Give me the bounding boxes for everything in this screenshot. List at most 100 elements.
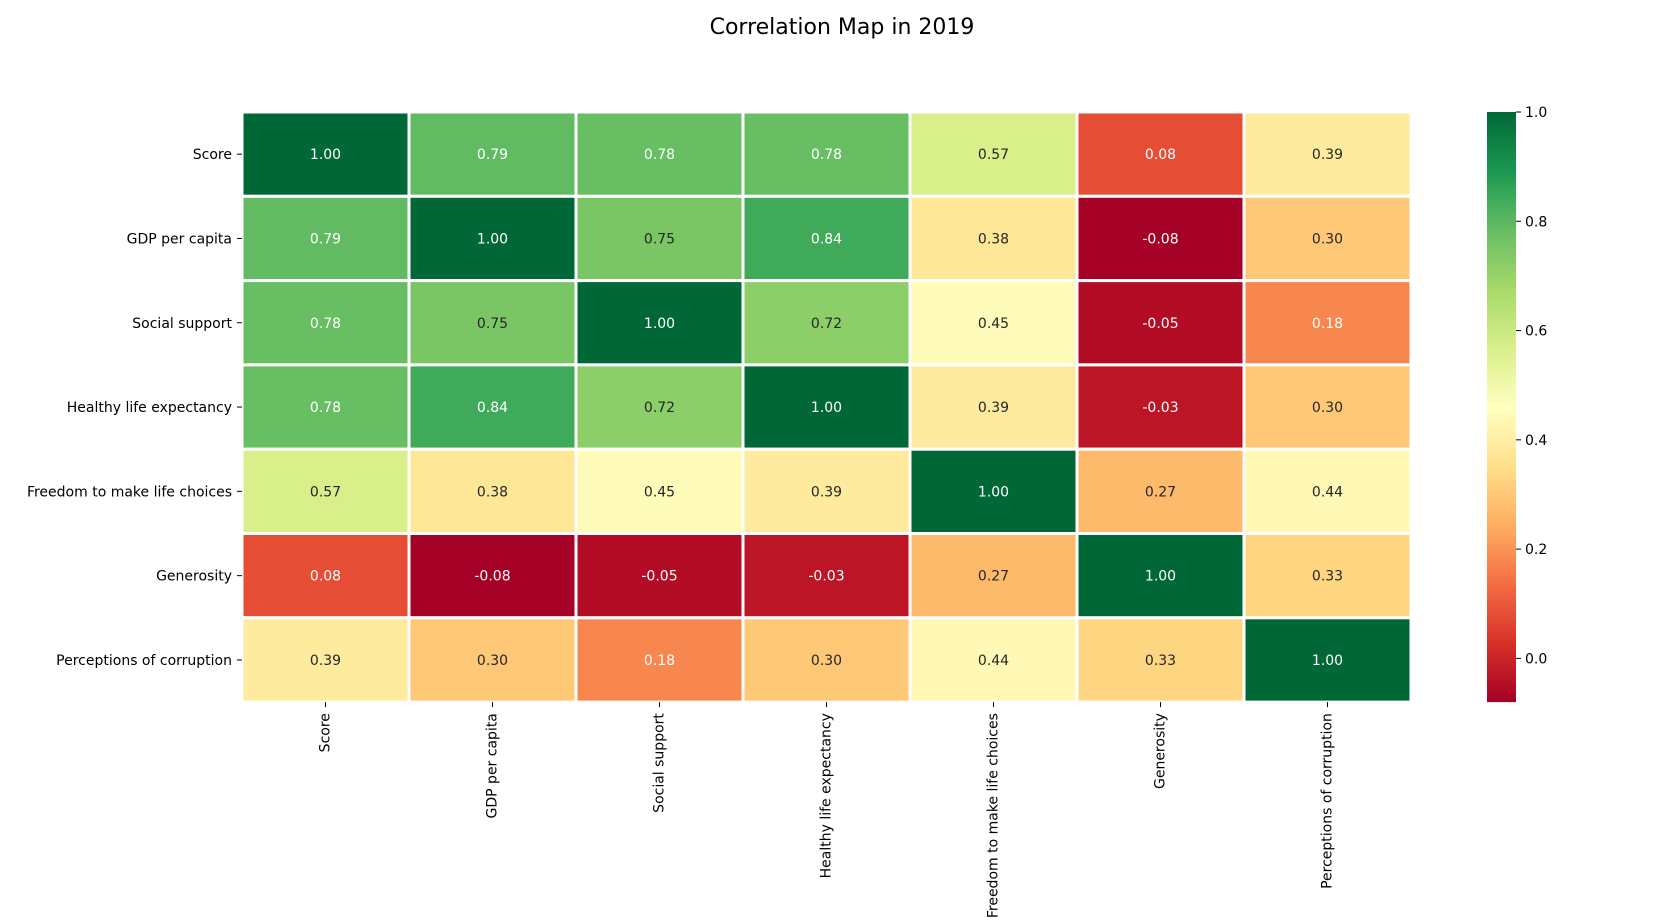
- heatmap-value-label: 0.27: [978, 569, 1009, 585]
- heatmap-value-label: 1.00: [811, 400, 842, 416]
- heatmap-value-label: 1.00: [1145, 569, 1176, 585]
- heatmap-value-label: 0.57: [310, 484, 341, 500]
- heatmap-value-label: 0.39: [811, 484, 842, 500]
- heatmap-cell-social-support-perceptions-of-corruption: [1242, 279, 1413, 367]
- x-axis-tick-label: Perceptions of corruption: [1320, 713, 1336, 889]
- x-axis-tick-label: Freedom to make life choices: [986, 713, 1002, 918]
- heatmap-cell-perceptions-of-corruption-healthy-life-expectancy: [741, 616, 912, 704]
- heatmap-value-label: 0.45: [978, 316, 1009, 332]
- heatmap-value-label: -0.08: [474, 569, 510, 585]
- heatmap-value-label: 0.18: [1312, 316, 1343, 332]
- colorbar-tick-label: 0.6: [1525, 324, 1547, 340]
- heatmap-cell-healthy-life-expectancy-score: [240, 363, 411, 451]
- heatmap-value-label: 0.84: [811, 231, 842, 247]
- y-axis-tick-label: Healthy life expectancy: [67, 400, 232, 416]
- heatmap-value-label: 0.33: [1312, 569, 1343, 585]
- heatmap-cell-score-generosity: [1075, 110, 1246, 198]
- colorbar-tick-label: 0.0: [1525, 651, 1547, 667]
- heatmap-value-labels: 1.00 0.79 0.78 0.78 0.57 0.08 0.39 0.79 1.00 0.75…: [310, 147, 1343, 669]
- colorbar-tick-label: 0.2: [1525, 542, 1547, 558]
- heatmap-value-label: 0.75: [644, 231, 675, 247]
- heatmap-value-label: 1.00: [1312, 653, 1343, 669]
- heatmap-value-label: 0.39: [1312, 147, 1343, 163]
- heatmap-cell-generosity-perceptions-of-corruption: [1242, 532, 1413, 620]
- x-axis: Score GDP per capita Social support Healthy…: [318, 702, 1336, 918]
- heatmap-value-label: 0.30: [477, 653, 508, 669]
- y-axis: Score GDP per capita Social support Healthy…: [27, 147, 242, 669]
- heatmap-value-label: 1.00: [310, 147, 341, 163]
- heatmap-value-label: 0.78: [310, 316, 341, 332]
- heatmap-value-label: 0.30: [1312, 231, 1343, 247]
- chart-title: Correlation Map in 2019: [710, 15, 975, 40]
- x-axis-tick-label: Healthy life expectancy: [819, 713, 835, 878]
- heatmap-value-label: -0.03: [1142, 400, 1178, 416]
- heatmap-value-label: 1.00: [477, 231, 508, 247]
- heatmap-cell-perceptions-of-corruption-freedom-to-make-life-choices: [908, 616, 1079, 704]
- y-axis-tick-label: Generosity: [156, 569, 232, 585]
- y-axis-tick-label: Score: [193, 147, 232, 163]
- heatmap-value-label: -0.05: [641, 569, 677, 585]
- heatmap-cell-freedom-to-make-life-choices-social-support: [574, 447, 745, 536]
- heatmap-value-label: 0.39: [310, 653, 341, 669]
- x-axis-tick-label: Score: [318, 713, 334, 752]
- heatmap-value-label: 0.33: [1145, 653, 1176, 669]
- heatmap-value-label: 0.79: [310, 231, 341, 247]
- heatmap-value-label: 0.44: [1312, 484, 1343, 500]
- heatmap-value-label: 0.78: [644, 147, 675, 163]
- heatmap-cell-perceptions-of-corruption-generosity: [1075, 616, 1246, 704]
- y-axis-tick-label: Freedom to make life choices: [27, 484, 232, 500]
- colorbar-gradient: [1487, 112, 1516, 703]
- heatmap-value-label: -0.03: [808, 569, 844, 585]
- x-axis-tick-label: GDP per capita: [485, 713, 501, 818]
- heatmap-value-label: 0.44: [978, 653, 1009, 669]
- heatmap-value-label: 0.45: [644, 484, 675, 500]
- heatmap-cell-gdp-per-capita-freedom-to-make-life-choices: [908, 194, 1079, 283]
- y-axis-tick-label: Social support: [132, 316, 232, 332]
- heatmap-value-label: 0.18: [644, 653, 675, 669]
- heatmap-value-label: 0.30: [1312, 400, 1343, 416]
- heatmap-value-label: 0.75: [477, 316, 508, 332]
- heatmap-cell-score-gdp-per-capita: [407, 110, 578, 198]
- heatmap-value-label: 0.30: [811, 653, 842, 669]
- heatmap-value-label: 0.78: [310, 400, 341, 416]
- x-axis-tick-label: Generosity: [1153, 713, 1169, 789]
- colorbar-tick-label: 0.4: [1525, 433, 1547, 449]
- heatmap-cell-social-support-gdp-per-capita: [407, 279, 578, 367]
- heatmap-cells: [240, 110, 1413, 704]
- heatmap-value-label: 0.72: [644, 400, 675, 416]
- heatmap-value-label: 0.84: [477, 400, 508, 416]
- heatmap-cell-gdp-per-capita-perceptions-of-corruption: [1242, 194, 1413, 283]
- heatmap-cell-healthy-life-expectancy-gdp-per-capita: [407, 363, 578, 451]
- heatmap-value-label: -0.05: [1142, 316, 1178, 332]
- heatmap-value-label: 0.08: [310, 569, 341, 585]
- heatmap-cell-generosity-gdp-per-capita: [407, 532, 578, 620]
- heatmap-cell-social-support-healthy-life-expectancy: [741, 279, 912, 367]
- heatmap-value-label: 0.57: [978, 147, 1009, 163]
- heatmap-value-label: 0.08: [1145, 147, 1176, 163]
- heatmap-cell-perceptions-of-corruption-social-support: [574, 616, 745, 704]
- colorbar: 0.0 0.2 0.4 0.6 0.8 1.0: [1487, 105, 1547, 703]
- heatmap-cell-healthy-life-expectancy-generosity: [1075, 363, 1246, 451]
- heatmap-value-label: 0.72: [811, 316, 842, 332]
- heatmap-value-label: 0.39: [978, 400, 1009, 416]
- heatmap-value-label: 0.27: [1145, 484, 1176, 500]
- x-axis-tick-label: Social support: [652, 713, 668, 813]
- colorbar-tick-label: 0.8: [1525, 214, 1547, 230]
- heatmap-cell-social-support-social-support: [574, 279, 745, 367]
- heatmap-cell-gdp-per-capita-social-support: [574, 194, 745, 283]
- colorbar-tick-label: 1.0: [1525, 105, 1547, 121]
- heatmap-value-label: 1.00: [644, 316, 675, 332]
- heatmap-cell-social-support-freedom-to-make-life-choices: [908, 279, 1079, 367]
- heatmap-value-label: 0.78: [811, 147, 842, 163]
- heatmap-cell-generosity-score: [240, 532, 411, 620]
- heatmap-cell-social-support-generosity: [1075, 279, 1246, 367]
- heatmap-value-label: 0.38: [477, 484, 508, 500]
- heatmap-cell-healthy-life-expectancy-perceptions-of-corruption: [1242, 363, 1413, 451]
- y-axis-tick-label: GDP per capita: [127, 231, 232, 247]
- heatmap-value-label: -0.08: [1142, 231, 1178, 247]
- heatmap-cell-freedom-to-make-life-choices-score: [240, 447, 411, 536]
- heatmap-value-label: 0.38: [978, 231, 1009, 247]
- heatmap-value-label: 0.79: [477, 147, 508, 163]
- heatmap-value-label: 1.00: [978, 484, 1009, 500]
